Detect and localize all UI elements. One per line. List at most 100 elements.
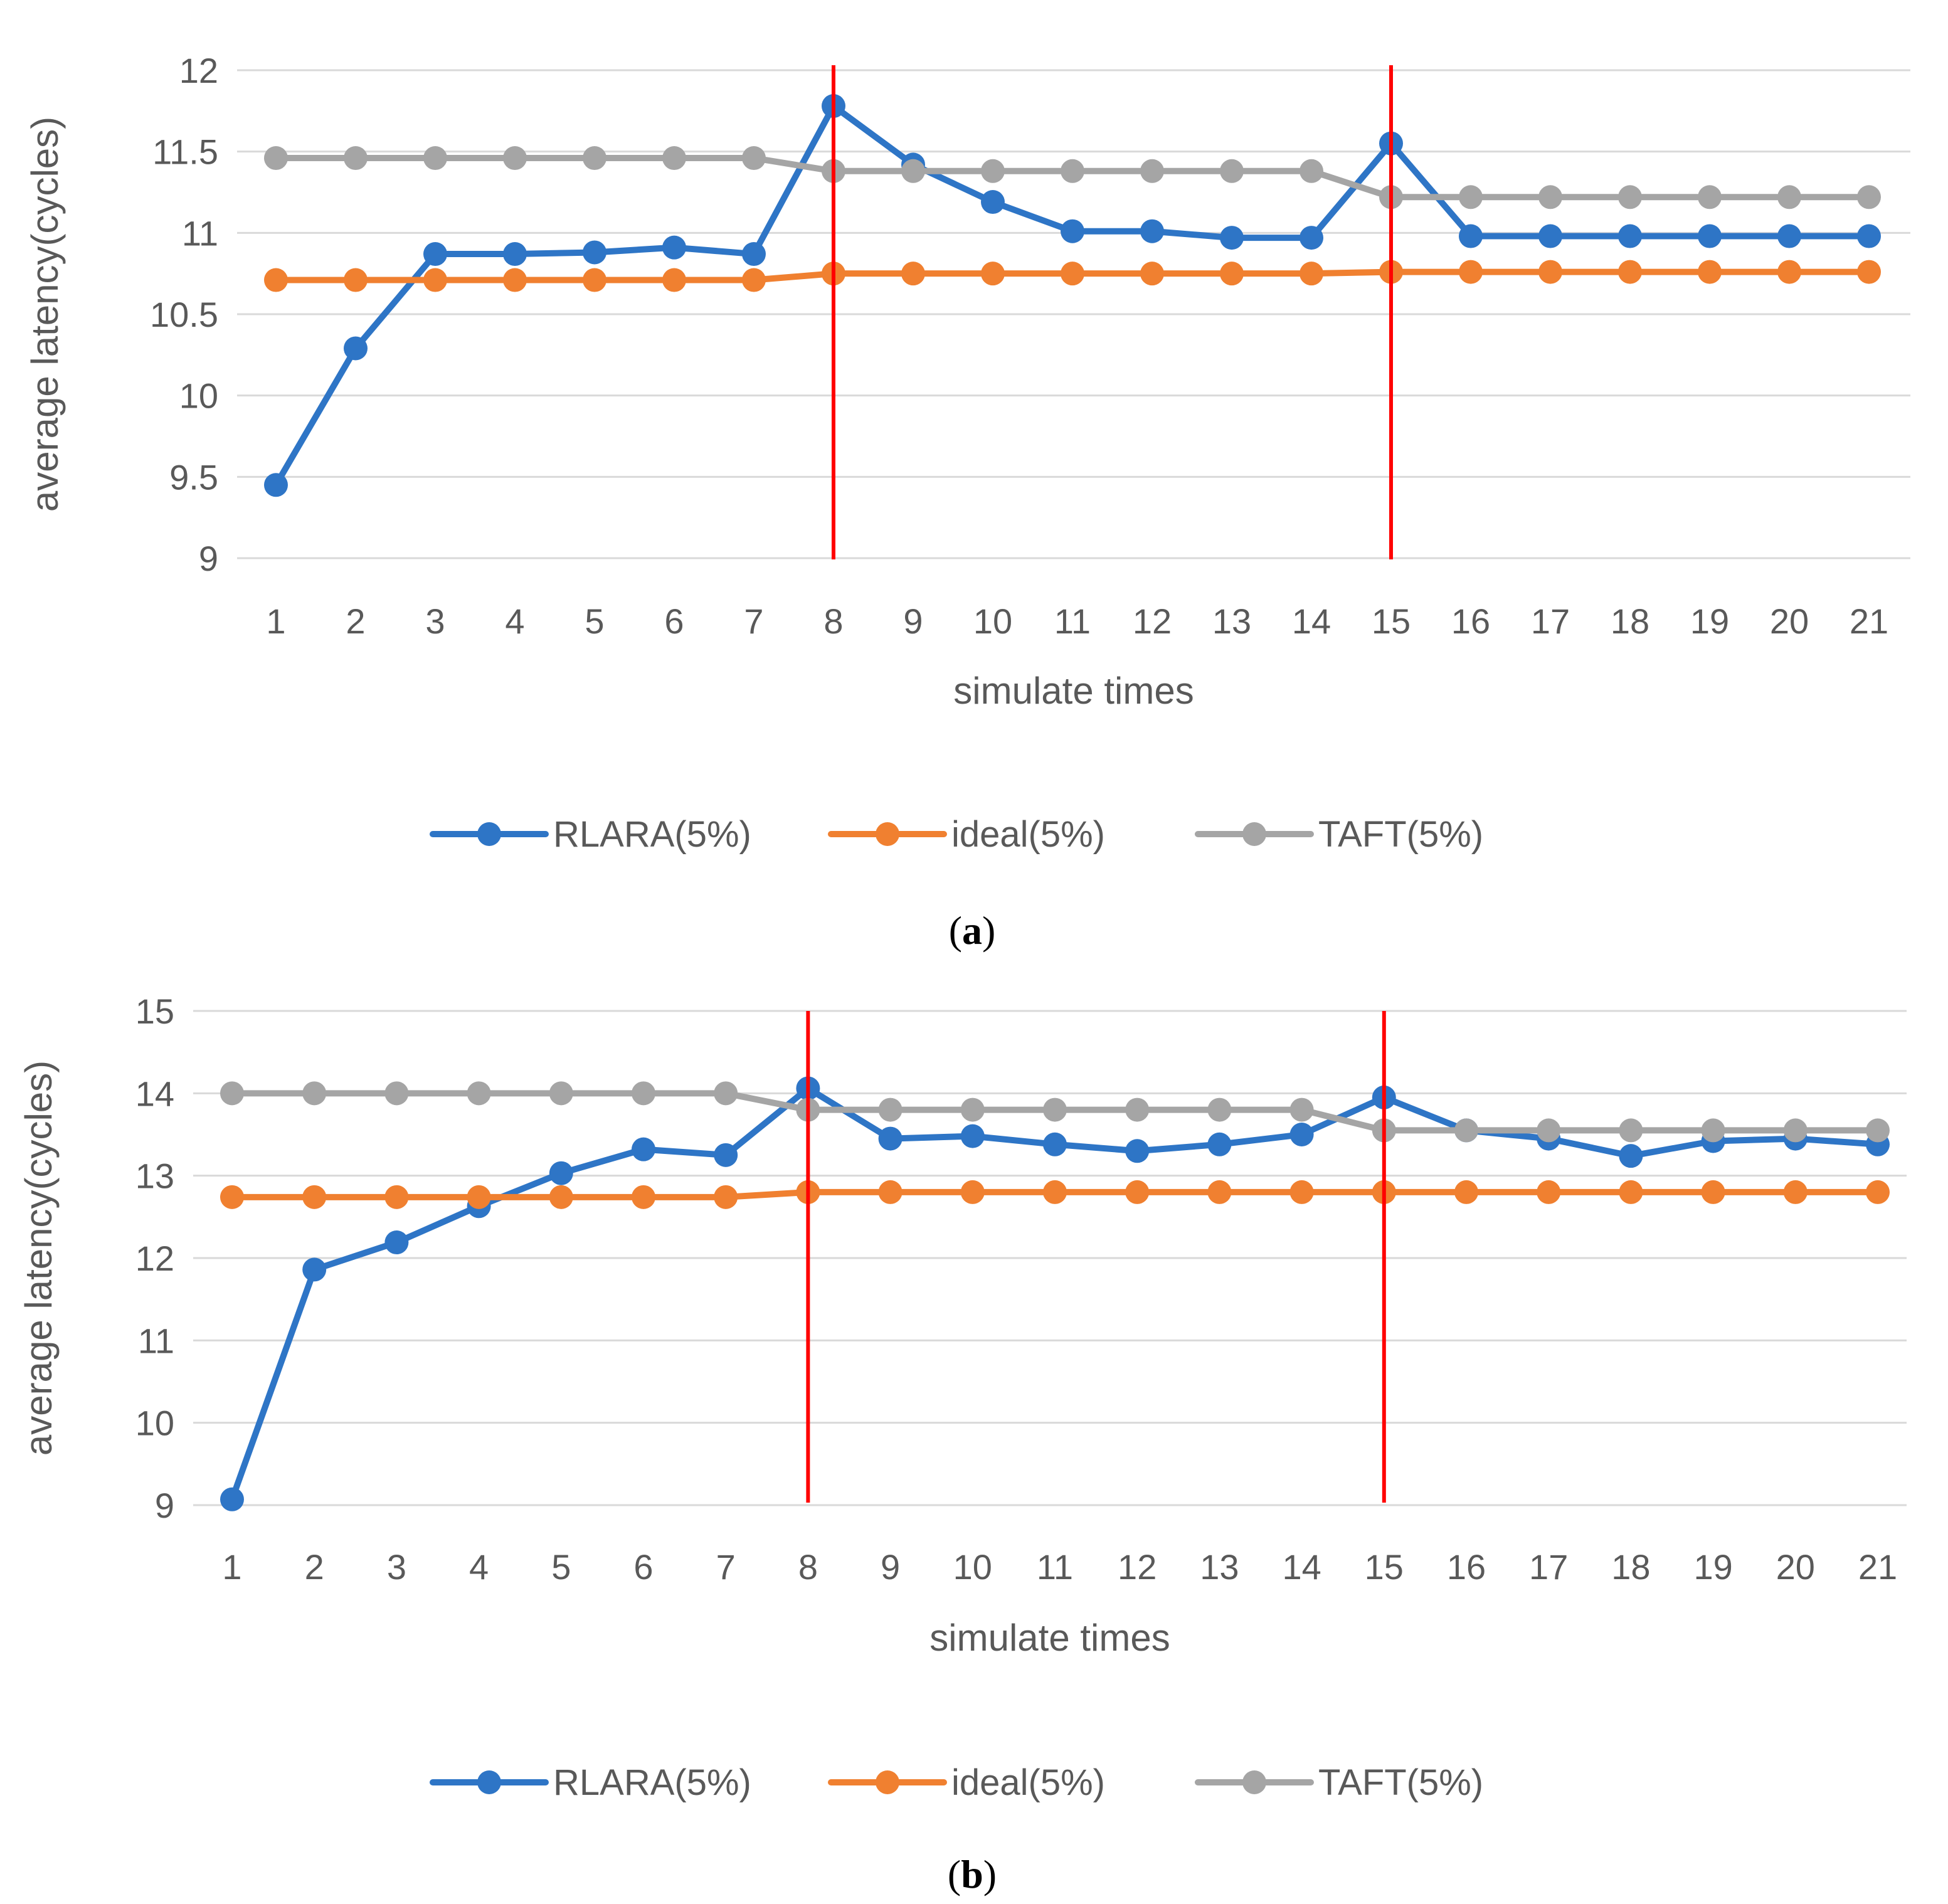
- data-point: [1777, 224, 1801, 248]
- x-tick-label: 19: [1690, 601, 1729, 641]
- data-point: [742, 146, 766, 171]
- data-point: [1777, 185, 1801, 209]
- data-point: [1698, 185, 1722, 209]
- data-point: [549, 1185, 573, 1209]
- x-tick-label: 4: [469, 1547, 489, 1587]
- x-tick-label: 20: [1770, 601, 1809, 641]
- data-point: [662, 146, 686, 171]
- data-point: [220, 1081, 244, 1106]
- x-tick-label: 8: [798, 1547, 818, 1587]
- data-point: [1701, 1118, 1725, 1143]
- figure-caption: (a): [949, 908, 996, 953]
- x-tick-label: 6: [664, 601, 684, 641]
- legend-marker: [1242, 822, 1266, 846]
- data-point: [1220, 262, 1244, 286]
- data-point: [1857, 185, 1881, 209]
- data-point: [981, 190, 1005, 214]
- data-point: [1300, 159, 1323, 183]
- x-axis-title: simulate times: [929, 1617, 1170, 1659]
- data-point: [714, 1185, 738, 1209]
- data-point: [344, 336, 368, 361]
- legend-marker: [876, 1770, 899, 1794]
- x-tick-label: 1: [266, 601, 285, 641]
- data-point: [1459, 260, 1483, 284]
- data-point: [1207, 1097, 1232, 1122]
- y-tick-label: 13: [135, 1156, 174, 1196]
- data-point: [503, 268, 527, 292]
- y-tick-label: 10: [179, 376, 218, 416]
- data-point: [549, 1161, 573, 1185]
- legend-item: ideal(5%): [828, 1762, 1105, 1803]
- data-point: [503, 242, 527, 267]
- data-point: [1061, 219, 1084, 243]
- data-point: [1061, 159, 1084, 183]
- data-point: [1537, 1118, 1561, 1143]
- data-point: [1459, 224, 1483, 248]
- legend-marker: [477, 1770, 501, 1794]
- x-tick-label: 13: [1200, 1547, 1239, 1587]
- legend-item: TAFT(5%): [1195, 1762, 1483, 1803]
- data-point: [423, 242, 447, 267]
- x-tick-label: 5: [585, 601, 604, 641]
- x-tick-label: 15: [1365, 1547, 1404, 1587]
- x-tick-label: 4: [505, 601, 524, 641]
- data-point: [549, 1081, 573, 1106]
- data-point: [264, 473, 288, 497]
- data-point: [302, 1257, 327, 1282]
- x-tick-label: 7: [744, 601, 763, 641]
- data-point: [742, 268, 766, 292]
- x-tick-label: 14: [1282, 1547, 1321, 1587]
- x-tick-label: 11: [1054, 601, 1091, 641]
- data-point: [1618, 185, 1642, 209]
- data-point: [467, 1185, 491, 1209]
- data-point: [1043, 1132, 1067, 1156]
- data-point: [1618, 224, 1642, 248]
- y-tick-label: 14: [135, 1074, 174, 1113]
- data-point: [960, 1180, 985, 1204]
- x-tick-label: 16: [1451, 601, 1490, 641]
- data-point: [1459, 185, 1483, 209]
- x-tick-label: 9: [881, 1547, 900, 1587]
- data-point: [714, 1143, 738, 1167]
- data-point: [632, 1081, 655, 1106]
- y-tick-label: 12: [135, 1239, 174, 1278]
- x-tick-label: 15: [1372, 601, 1411, 641]
- data-point: [503, 146, 527, 171]
- data-point: [583, 146, 606, 171]
- x-tick-label: 12: [1118, 1547, 1157, 1587]
- x-tick-label: 21: [1858, 1547, 1897, 1587]
- data-point: [901, 262, 925, 286]
- x-tick-label: 2: [305, 1547, 324, 1587]
- data-point: [1538, 185, 1562, 209]
- data-point: [302, 1081, 327, 1106]
- data-point: [1618, 260, 1642, 284]
- legend-label: ideal(5%): [951, 814, 1105, 855]
- data-point: [1300, 226, 1323, 250]
- data-point: [1220, 226, 1244, 250]
- data-point: [878, 1180, 903, 1204]
- data-point: [878, 1097, 903, 1122]
- legend-label: TAFT(5%): [1318, 814, 1483, 855]
- data-point: [264, 268, 288, 292]
- data-point: [662, 268, 686, 292]
- data-point: [1777, 260, 1801, 284]
- y-tick-label: 11: [138, 1321, 174, 1360]
- x-tick-label: 18: [1611, 1547, 1650, 1587]
- data-point: [1289, 1097, 1314, 1122]
- legend-label: RLARA(5%): [553, 1762, 751, 1803]
- data-point: [1538, 260, 1562, 284]
- x-tick-label: 21: [1850, 601, 1888, 641]
- data-point: [1538, 224, 1562, 248]
- x-tick-label: 10: [953, 1547, 992, 1587]
- y-axis-title: average latency(cycles): [24, 117, 66, 512]
- x-tick-label: 3: [425, 601, 445, 641]
- data-point: [1619, 1144, 1643, 1168]
- data-point: [1140, 262, 1164, 286]
- data-point: [344, 268, 368, 292]
- data-point: [1289, 1123, 1314, 1146]
- data-point: [1866, 1180, 1890, 1204]
- data-point: [1619, 1118, 1643, 1143]
- y-tick-label: 10.5: [150, 295, 218, 334]
